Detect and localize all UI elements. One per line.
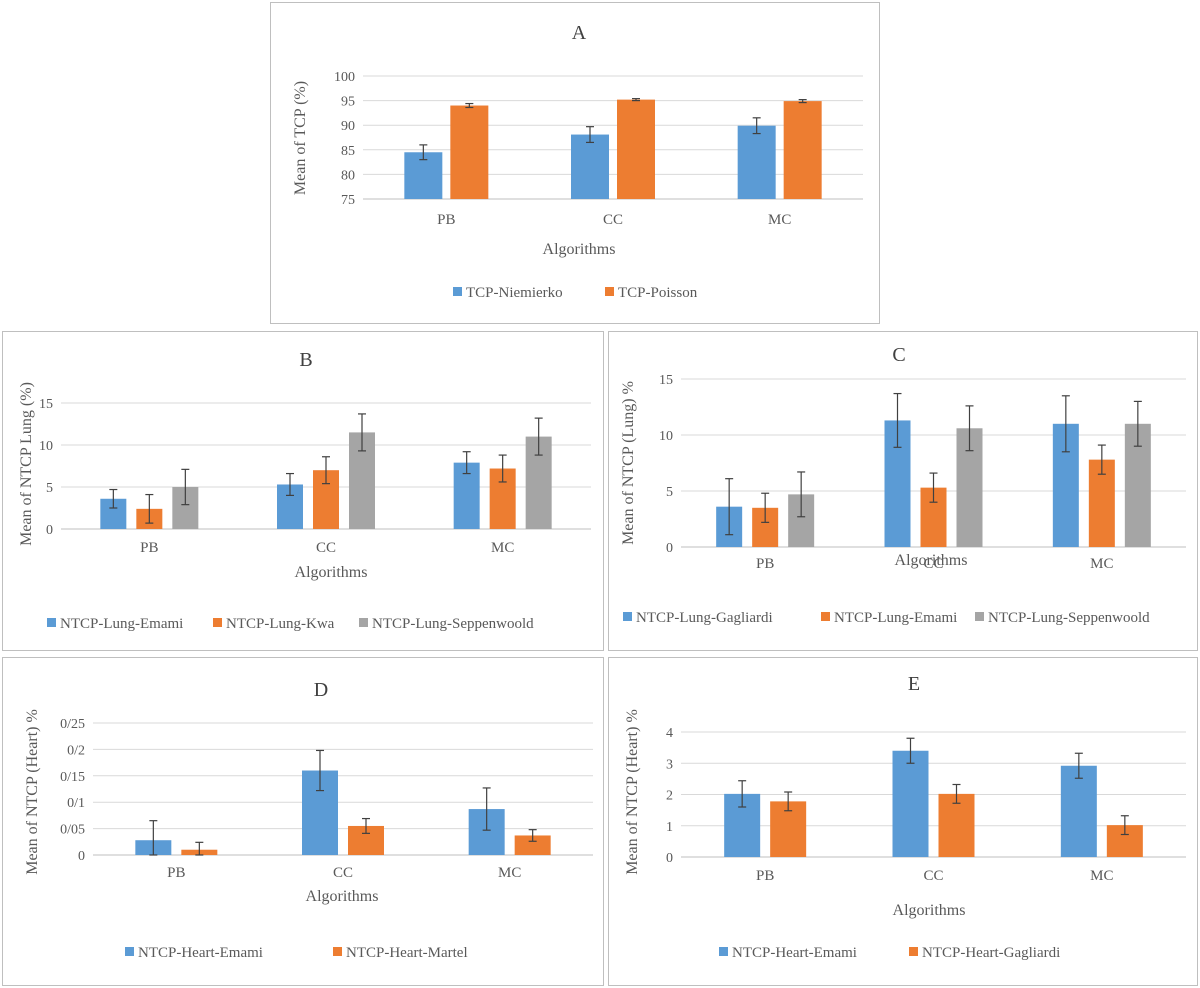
chart-svg-e: 0 1 2 3 4 PB CC MC E Algorithms Mean of NTCP (Hear… [624,673,1186,961]
y-tick-label: 3 [666,757,673,772]
legend-swatch [47,618,56,627]
legend-swatch [125,947,134,956]
bar [617,99,655,199]
y-axis-title: Mean of NTCP (Lung) % [620,381,637,545]
x-tick-label: CC [316,540,336,556]
chart-panel-c: 0 5 10 15 PB CC MC C Algorithms Mean of NTCP (Lun… [608,331,1198,651]
y-tick-label: 0/1 [67,796,85,811]
bar [571,134,609,199]
y-tick-label: 0/2 [67,743,85,758]
y-tick-label: 10 [659,429,673,444]
x-tick-label: PB [140,540,158,556]
chart-panel-d: 0 0/05 0/1 0/15 0/2 0/25 PB CC MC D Algorithms Mean… [2,657,604,986]
legend-label: NTCP-Lung-Emami [60,616,183,632]
legend-label: NTCP-Lung-Kwa [226,616,335,632]
y-tick-label: 100 [334,70,355,85]
y-tick-label: 0/15 [60,770,85,785]
legend-label: NTCP-Lung-Seppenwoold [988,610,1150,626]
legend-label: NTCP-Heart-Gagliardi [922,945,1060,961]
y-tick-label: 0 [78,849,85,864]
x-tick-label: CC [923,556,943,572]
bar [783,101,822,199]
x-tick-label: MC [491,540,514,556]
y-tick-label: 5 [46,481,53,496]
chart-title: E [908,673,920,695]
y-tick-label: 85 [341,144,355,159]
x-axis-title: Algorithms [306,888,379,905]
x-tick-label: PB [167,865,185,881]
bar [892,750,929,857]
bar [737,125,776,199]
y-tick-label: 75 [341,193,355,208]
x-tick-label: PB [437,212,455,228]
chart-svg-a: 75 80 85 90 95 100 PB CC MC A Algorithms Mean of TC… [292,22,863,301]
y-tick-label: 0/25 [60,717,85,732]
legend-swatch [605,287,614,296]
x-tick-label: MC [768,212,791,228]
x-tick-label: PB [756,868,774,884]
legend-label: TCP-Poisson [618,285,698,301]
bar [938,793,975,857]
y-tick-label: 0 [46,523,53,538]
legend-label: NTCP-Heart-Martel [346,945,468,961]
x-tick-label: CC [923,868,943,884]
y-tick-label: 5 [666,485,673,500]
x-axis-title: Algorithms [543,241,616,258]
y-tick-label: 0 [666,851,673,866]
legend-label: NTCP-Lung-Emami [834,610,957,626]
y-tick-label: 2 [666,789,673,804]
legend-swatch [623,612,632,621]
chart-panel-b: 0 5 10 15 PB CC MC B Algorithms Mean of NTCP Lung… [2,331,604,651]
chart-svg-b: 0 5 10 15 PB CC MC B Algorithms Mean of NTCP Lung… [18,349,591,632]
y-axis-title: Mean of TCP (%) [292,81,309,195]
y-tick-label: 15 [659,373,673,388]
x-tick-label: MC [1090,868,1113,884]
legend-swatch [359,618,368,627]
y-tick-label: 15 [39,397,53,412]
legend-label: NTCP-Heart-Emami [732,945,857,961]
chart-title: A [572,22,587,44]
x-axis-title: Algorithms [895,552,968,569]
x-tick-label: MC [498,865,521,881]
y-tick-label: 4 [666,726,673,741]
x-tick-label: CC [603,212,623,228]
legend-swatch [975,612,984,621]
bar [514,835,551,855]
chart-title: B [299,349,312,371]
x-tick-label: PB [756,556,774,572]
y-axis-title: Mean of NTCP Lung (%) [18,382,35,546]
y-tick-label: 80 [341,168,355,183]
y-tick-label: 90 [341,119,355,134]
x-axis-title: Algorithms [295,564,368,581]
y-tick-label: 0/05 [60,823,85,838]
y-tick-label: 10 [39,439,53,454]
legend-swatch [719,947,728,956]
chart-svg-d: 0 0/05 0/1 0/15 0/2 0/25 PB CC MC D Algorithms Mean… [24,679,593,961]
y-axis-title: Mean of NTCP (Heart) % [624,709,641,875]
bar [1060,765,1097,857]
y-tick-label: 1 [666,820,673,835]
legend-swatch [213,618,222,627]
x-tick-label: CC [333,865,353,881]
x-tick-label: MC [1090,556,1113,572]
legend-label: NTCP-Heart-Emami [138,945,263,961]
chart-title: D [314,679,328,701]
legend-swatch [333,947,342,956]
legend-label: NTCP-Lung-Gagliardi [636,610,773,626]
legend-swatch [909,947,918,956]
legend-swatch [453,287,462,296]
chart-panel-a: 75 80 85 90 95 100 PB CC MC A Algorithms Mean of TC… [270,2,880,324]
chart-svg-c: 0 5 10 15 PB CC MC C Algorithms Mean of NTCP (Lun… [620,344,1186,626]
y-tick-label: 95 [341,95,355,110]
x-axis-title: Algorithms [893,902,966,919]
chart-title: C [892,344,905,366]
chart-panel-e: 0 1 2 3 4 PB CC MC E Algorithms Mean of NTCP (Hear… [608,657,1198,986]
legend-swatch [821,612,830,621]
bar [450,105,489,199]
legend-label: NTCP-Lung-Seppenwoold [372,616,534,632]
y-axis-title: Mean of NTCP (Heart) % [24,709,41,875]
y-tick-label: 0 [666,541,673,556]
legend-label: TCP-Niemierko [466,285,563,301]
